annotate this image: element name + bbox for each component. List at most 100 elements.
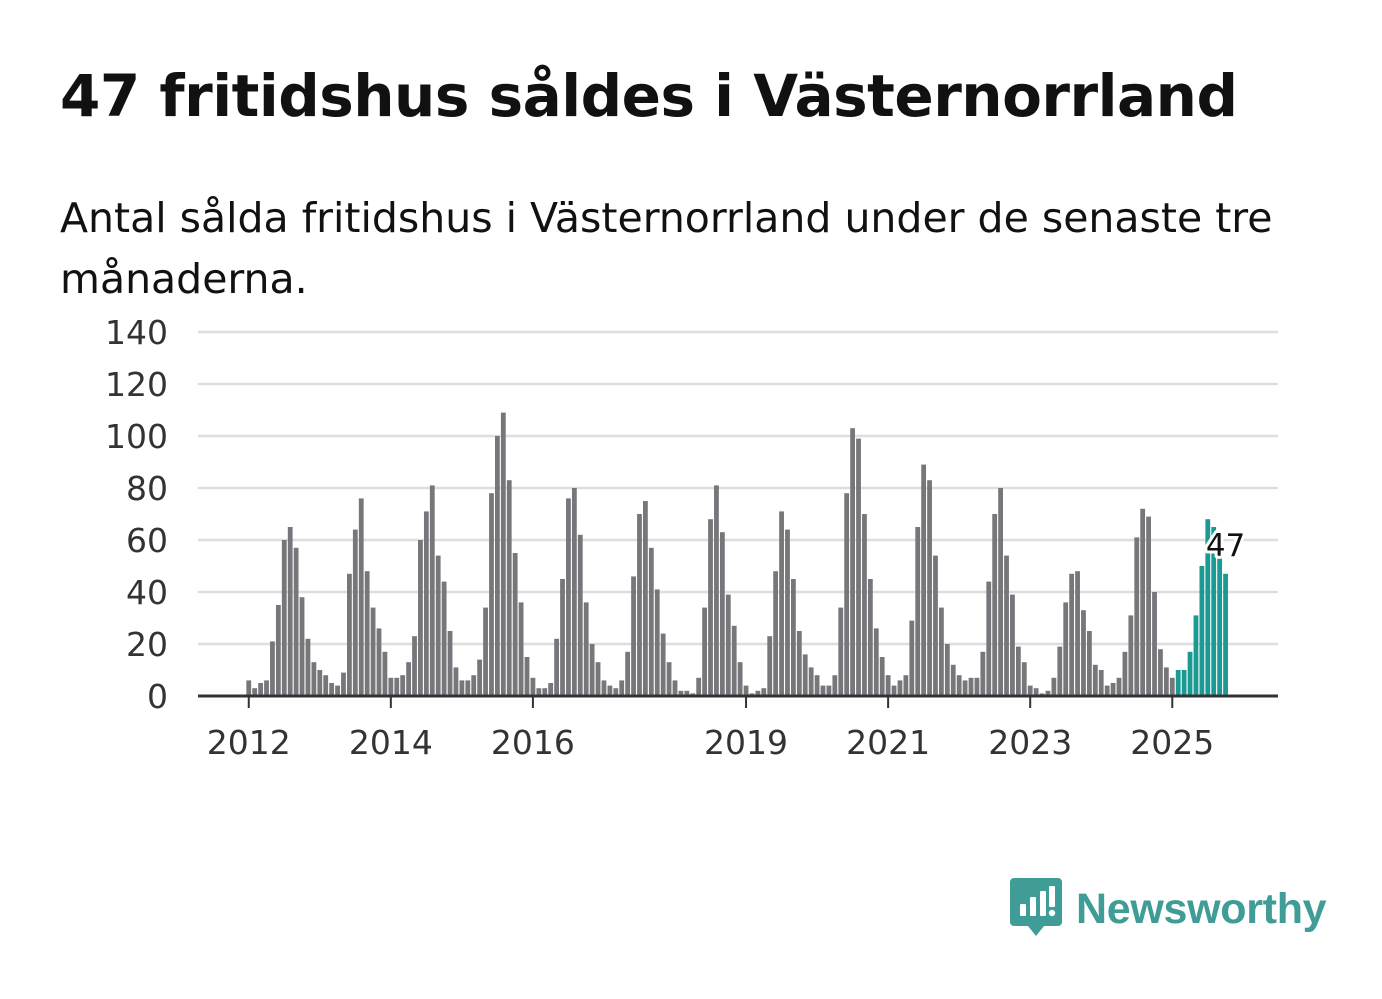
bar xyxy=(364,571,370,696)
bar xyxy=(838,607,844,696)
bar xyxy=(915,527,921,696)
bars xyxy=(246,412,1228,696)
bar-highlighted xyxy=(1217,542,1223,696)
x-tick-label: 2019 xyxy=(704,723,788,762)
bar xyxy=(447,631,453,696)
gridlines xyxy=(198,330,1278,646)
bar xyxy=(1140,508,1146,696)
bar xyxy=(660,633,666,696)
bar xyxy=(625,651,631,696)
bar xyxy=(725,594,731,696)
bar xyxy=(1015,646,1021,696)
bar xyxy=(441,581,447,696)
bar xyxy=(1110,683,1116,696)
bar xyxy=(506,480,512,696)
bar xyxy=(1004,555,1009,696)
bar xyxy=(643,501,648,696)
y-tick-label: 80 xyxy=(126,469,168,508)
bar xyxy=(850,428,855,696)
bar xyxy=(761,688,767,696)
bar xyxy=(791,579,796,696)
value-callout: 47 xyxy=(1203,525,1248,567)
bar xyxy=(844,493,850,696)
bar xyxy=(358,498,364,696)
bar-highlighted xyxy=(1193,615,1199,696)
bar xyxy=(1045,690,1051,696)
x-axis-ticks: 2012 2014 2016 2019 2021 2023 2025 xyxy=(207,696,1214,762)
bar xyxy=(495,436,500,696)
bar xyxy=(619,680,625,696)
bar-highlighted xyxy=(1223,573,1228,696)
bar xyxy=(708,519,713,696)
bar xyxy=(1134,537,1140,696)
bar xyxy=(281,540,287,696)
chart-title: 47 fritidshus såldes i Västernorrland xyxy=(60,62,1238,130)
bar-highlighted xyxy=(1187,651,1193,696)
bar xyxy=(921,464,927,696)
bar xyxy=(927,480,932,696)
bar xyxy=(714,485,719,696)
bar-highlighted xyxy=(1175,670,1181,696)
brand-name: Newsworthy xyxy=(1076,884,1327,933)
bar xyxy=(1092,664,1098,696)
bar xyxy=(719,532,725,696)
bar xyxy=(1104,685,1110,696)
bar xyxy=(820,685,826,696)
bar xyxy=(873,628,879,696)
bar xyxy=(779,511,784,696)
bar xyxy=(974,677,980,696)
bar xyxy=(477,659,483,696)
bar xyxy=(1051,677,1057,696)
bar xyxy=(1087,631,1092,696)
bar xyxy=(589,644,595,696)
bar xyxy=(601,680,607,696)
bar xyxy=(341,672,346,696)
bar xyxy=(542,688,548,696)
bar xyxy=(1010,594,1015,696)
bar xyxy=(530,677,536,696)
y-tick-label: 100 xyxy=(105,417,168,456)
bar xyxy=(684,690,690,696)
bar xyxy=(258,683,263,696)
bar xyxy=(1158,649,1163,696)
bar xyxy=(500,412,506,696)
bar xyxy=(808,667,814,696)
bar xyxy=(512,553,518,696)
bar xyxy=(317,670,323,696)
bar xyxy=(418,540,423,696)
bar xyxy=(1081,610,1086,696)
bar xyxy=(950,664,956,696)
bar xyxy=(270,641,275,696)
bar xyxy=(323,675,329,696)
bar xyxy=(1098,670,1104,696)
bar xyxy=(814,675,820,696)
bar xyxy=(891,685,897,696)
bar xyxy=(1075,571,1080,696)
bar xyxy=(465,680,471,696)
bar xyxy=(897,680,903,696)
bar xyxy=(376,628,382,696)
chart-subtitle: Antal sålda fritidshus i Västernorrland … xyxy=(60,194,1273,303)
y-tick-label: 120 xyxy=(105,365,168,404)
bar xyxy=(672,680,678,696)
bar xyxy=(406,662,411,696)
bar xyxy=(1027,685,1033,696)
bar xyxy=(566,498,571,696)
bar xyxy=(1146,516,1151,696)
bar xyxy=(388,677,394,696)
x-tick-label: 2012 xyxy=(207,723,291,762)
bar xyxy=(471,675,477,696)
bar xyxy=(785,529,790,696)
bar xyxy=(577,534,583,696)
bar xyxy=(826,685,832,696)
bar xyxy=(767,636,773,696)
bar xyxy=(252,688,258,696)
bar xyxy=(311,662,317,696)
bar xyxy=(571,488,577,696)
bar xyxy=(939,607,944,696)
bar xyxy=(1122,651,1128,696)
bar xyxy=(637,514,642,696)
bar xyxy=(1057,646,1063,696)
bar-highlighted xyxy=(1181,670,1187,696)
newsworthy-logo-icon xyxy=(1010,878,1062,936)
